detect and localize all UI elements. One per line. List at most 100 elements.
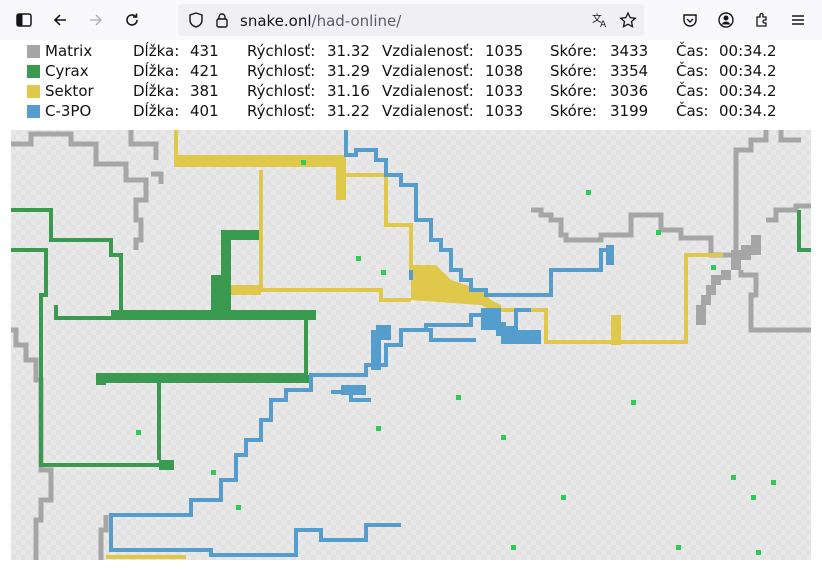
player-name: C-3PO	[45, 102, 92, 120]
player-name: Cyrax	[45, 62, 89, 80]
reload-icon[interactable]	[118, 6, 146, 34]
snake-body-c3po-fat	[341, 245, 614, 395]
snake-body-sektor-fat	[176, 155, 621, 345]
length-value: 381	[190, 82, 219, 100]
speed-value: 31.29	[327, 62, 370, 80]
shield-icon[interactable]	[182, 6, 210, 34]
speed-value: 31.16	[327, 82, 370, 100]
length-value: 431	[190, 42, 219, 60]
score-value: 3199	[610, 102, 649, 120]
pocket-icon[interactable]	[676, 6, 704, 34]
score-value: 3354	[610, 62, 649, 80]
snake-body-cyrax-fat	[96, 230, 316, 470]
food-pellet	[301, 160, 306, 165]
food-pellet	[751, 495, 756, 500]
time-value: 00:34.2	[719, 102, 777, 120]
player-color-swatch	[27, 85, 40, 98]
distance-value: 1038	[485, 62, 524, 80]
speed-value: 31.22	[327, 102, 370, 120]
snake-trail-matrix	[11, 130, 811, 560]
time-label: Čas:	[676, 42, 709, 60]
score-value: 3433	[610, 42, 649, 60]
score-label: Skóre:	[550, 102, 597, 120]
food-pellet	[376, 426, 381, 431]
svg-text:A: A	[600, 20, 607, 29]
url-path: /had-online/	[311, 12, 402, 30]
snake-trail-c3po	[109, 130, 606, 557]
food-pellet	[501, 435, 506, 440]
food-pellet	[586, 190, 591, 195]
game-board-svg	[11, 130, 811, 560]
food-pellet	[676, 545, 681, 550]
length-label: Dĺžka:	[133, 62, 180, 80]
speed-value: 31.32	[327, 42, 370, 60]
time-label: Čas:	[676, 62, 709, 80]
url-host: snake.onl	[240, 12, 312, 30]
food-pellet	[211, 470, 216, 475]
bookmark-star-icon[interactable]	[614, 6, 642, 34]
distance-label: Vzdialenosť:	[382, 42, 474, 60]
score-label: Skóre:	[550, 82, 597, 100]
url-text[interactable]: snake.onl/had-online/	[240, 12, 401, 30]
sidebar-toggle-icon[interactable]	[10, 6, 38, 34]
food-pellet	[656, 230, 661, 235]
distance-label: Vzdialenosť:	[382, 102, 474, 120]
distance-value: 1035	[485, 42, 524, 60]
length-value: 401	[190, 102, 219, 120]
food-pellet	[771, 480, 776, 485]
length-label: Dĺžka:	[133, 42, 180, 60]
player-row: Matrix Dĺžka: 431 Rýchlosť: 31.32 Vzdial…	[0, 41, 822, 61]
distance-value: 1033	[485, 102, 524, 120]
speed-label: Rýchlosť:	[247, 62, 316, 80]
food-pellet	[631, 400, 636, 405]
back-icon[interactable]	[46, 6, 74, 34]
distance-value: 1033	[485, 82, 524, 100]
player-name: Matrix	[45, 42, 93, 60]
time-value: 00:34.2	[719, 62, 777, 80]
food-pellet	[236, 505, 241, 510]
food-pellets	[136, 160, 776, 555]
player-color-swatch	[27, 45, 40, 58]
speed-label: Rýchlosť:	[247, 82, 316, 100]
food-pellet	[731, 475, 736, 480]
svg-text:文: 文	[592, 12, 602, 25]
length-label: Dĺžka:	[133, 102, 180, 120]
player-color-swatch	[27, 65, 40, 78]
food-pellet	[711, 265, 716, 270]
player-color-swatch	[27, 105, 40, 118]
time-label: Čas:	[676, 82, 709, 100]
player-row: Sektor Dĺžka: 381 Rýchlosť: 31.16 Vzdial…	[0, 81, 822, 101]
menu-icon[interactable]	[784, 6, 812, 34]
extensions-icon[interactable]	[748, 6, 776, 34]
time-value: 00:34.2	[719, 42, 777, 60]
speed-label: Rýchlosť:	[247, 42, 316, 60]
player-row: Cyrax Dĺžka: 421 Rýchlosť: 31.29 Vzdiale…	[0, 61, 822, 81]
time-value: 00:34.2	[719, 82, 777, 100]
score-label: Skóre:	[550, 42, 597, 60]
time-label: Čas:	[676, 102, 709, 120]
length-label: Dĺžka:	[133, 82, 180, 100]
lock-icon[interactable]	[208, 6, 236, 34]
score-value: 3036	[610, 82, 649, 100]
score-label: Skóre:	[550, 62, 597, 80]
account-icon[interactable]	[712, 6, 740, 34]
snake-body-matrix-blob	[696, 235, 761, 325]
food-pellet	[511, 545, 516, 550]
distance-label: Vzdialenosť:	[382, 62, 474, 80]
player-stats-panel: Matrix Dĺžka: 431 Rýchlosť: 31.32 Vzdial…	[0, 40, 822, 130]
food-pellet	[456, 395, 461, 400]
length-value: 421	[190, 62, 219, 80]
food-pellet	[136, 430, 141, 435]
food-pellet	[356, 256, 361, 261]
forward-icon[interactable]	[82, 6, 110, 34]
player-name: Sektor	[45, 82, 94, 100]
game-board[interactable]	[11, 130, 811, 560]
player-row: C-3PO Dĺžka: 401 Rýchlosť: 31.22 Vzdiale…	[0, 101, 822, 121]
speed-label: Rýchlosť:	[247, 102, 316, 120]
food-pellet	[756, 550, 761, 555]
food-pellet	[561, 495, 566, 500]
food-pellet	[381, 270, 386, 275]
